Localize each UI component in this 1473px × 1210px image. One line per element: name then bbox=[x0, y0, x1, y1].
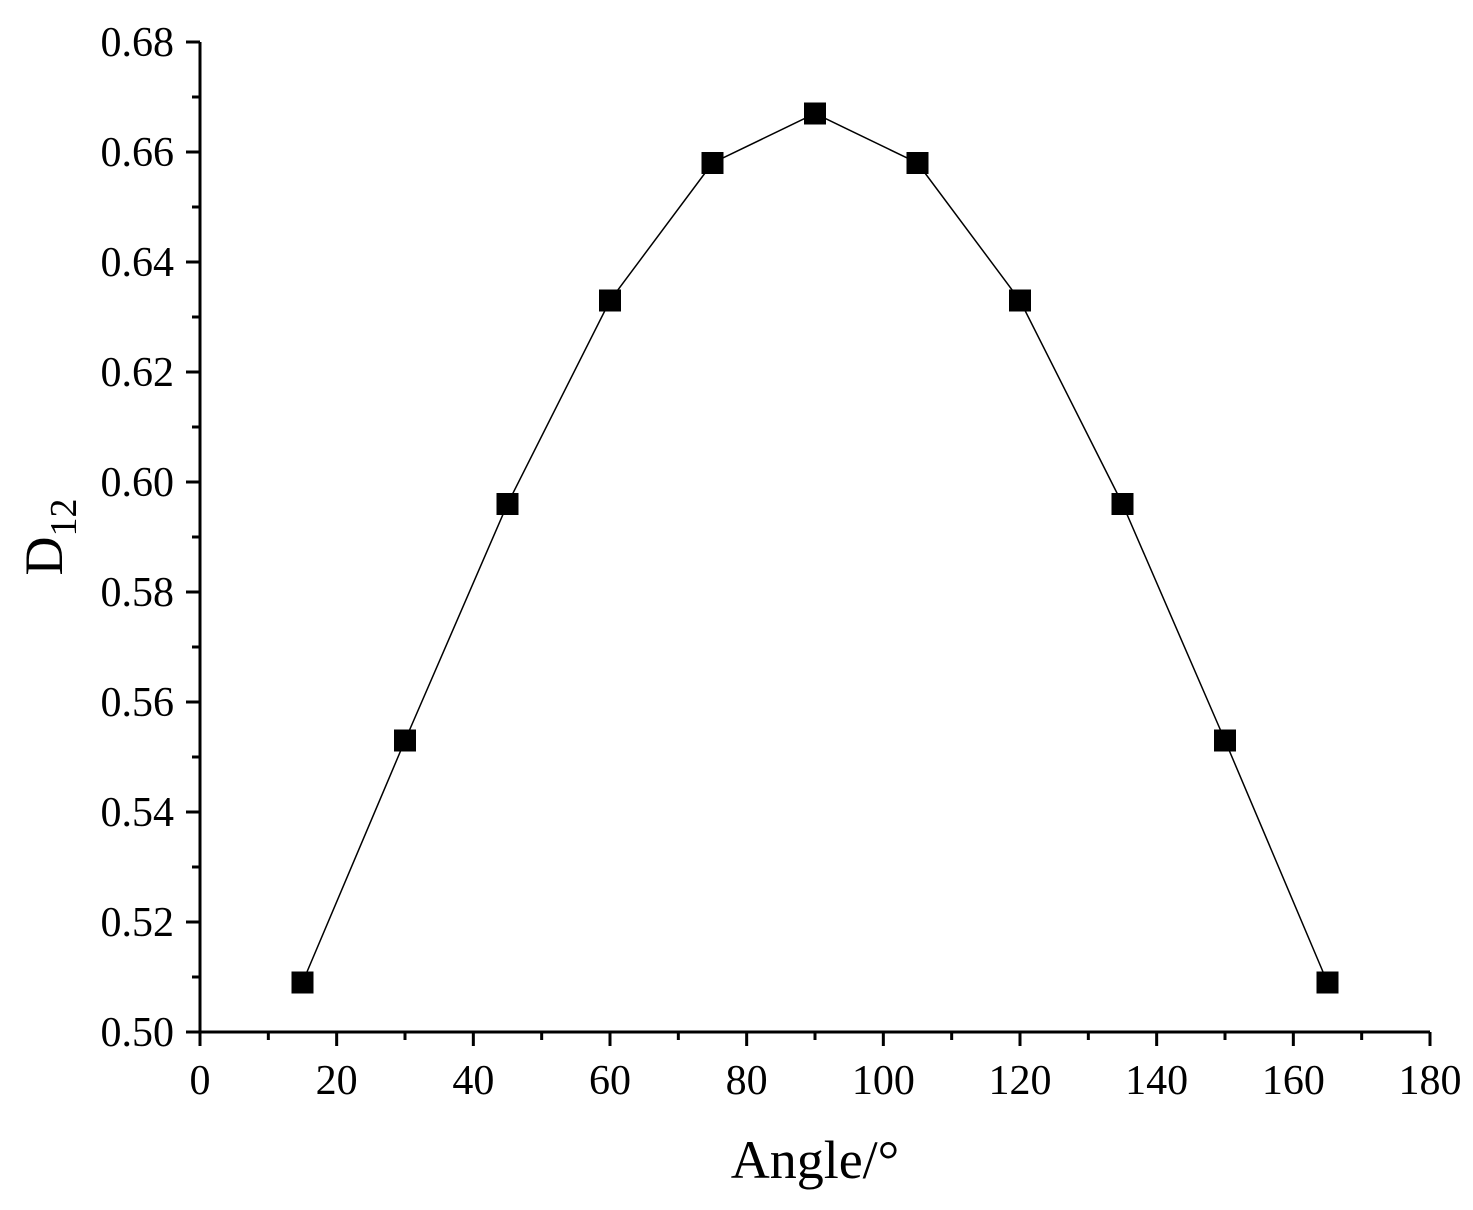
data-point-marker bbox=[1111, 493, 1134, 515]
data-point-marker bbox=[804, 102, 826, 125]
y-axis-title-main: D bbox=[14, 537, 74, 576]
y-axis-title-subscript: 12 bbox=[43, 499, 85, 537]
y-tick-label: 0.60 bbox=[101, 460, 175, 506]
data-point-marker bbox=[291, 971, 314, 994]
data-point-marker bbox=[599, 289, 621, 312]
data-point-marker bbox=[496, 493, 519, 515]
x-tick-label: 0 bbox=[190, 1058, 211, 1104]
x-tick-label: 40 bbox=[452, 1058, 494, 1104]
y-axis-title: D12 bbox=[14, 499, 85, 576]
x-tick-label: 140 bbox=[1125, 1058, 1188, 1104]
y-tick-label: 0.56 bbox=[101, 680, 175, 726]
axes: 0.50 0.52 0.54 0.56 0.58 0.60 0.62 0.64 0.66 0.68… bbox=[101, 20, 1462, 1104]
y-tick-label: 0.62 bbox=[101, 350, 175, 396]
plot-area bbox=[291, 102, 1339, 994]
data-point-marker bbox=[1009, 289, 1031, 312]
x-tick-label: 120 bbox=[989, 1058, 1052, 1104]
x-tick-label: 100 bbox=[852, 1058, 915, 1104]
y-tick-label: 0.50 bbox=[101, 1010, 175, 1056]
y-tick-label: 0.64 bbox=[101, 240, 175, 286]
x-tick-label: 60 bbox=[589, 1058, 631, 1104]
y-tick-label: 0.58 bbox=[101, 570, 175, 616]
y-tick-label: 0.66 bbox=[101, 130, 175, 176]
data-point-marker bbox=[1214, 729, 1236, 752]
y-axis-title-text: D12 bbox=[14, 499, 85, 576]
x-tick-label: 80 bbox=[726, 1058, 768, 1104]
x-tick-label: 180 bbox=[1399, 1058, 1462, 1104]
series-line bbox=[301, 112, 1329, 983]
y-tick-label: 0.54 bbox=[101, 790, 175, 836]
x-axis-title: Angle/° bbox=[731, 1130, 900, 1190]
x-tick-label: 160 bbox=[1262, 1058, 1325, 1104]
data-point-marker bbox=[394, 729, 416, 752]
data-point-marker bbox=[906, 152, 929, 174]
y-tick-label: 0.52 bbox=[101, 900, 175, 946]
data-point-marker bbox=[701, 152, 724, 174]
x-tick-label: 20 bbox=[316, 1058, 358, 1104]
y-tick-label: 0.68 bbox=[101, 20, 175, 66]
data-point-marker bbox=[1316, 971, 1339, 994]
